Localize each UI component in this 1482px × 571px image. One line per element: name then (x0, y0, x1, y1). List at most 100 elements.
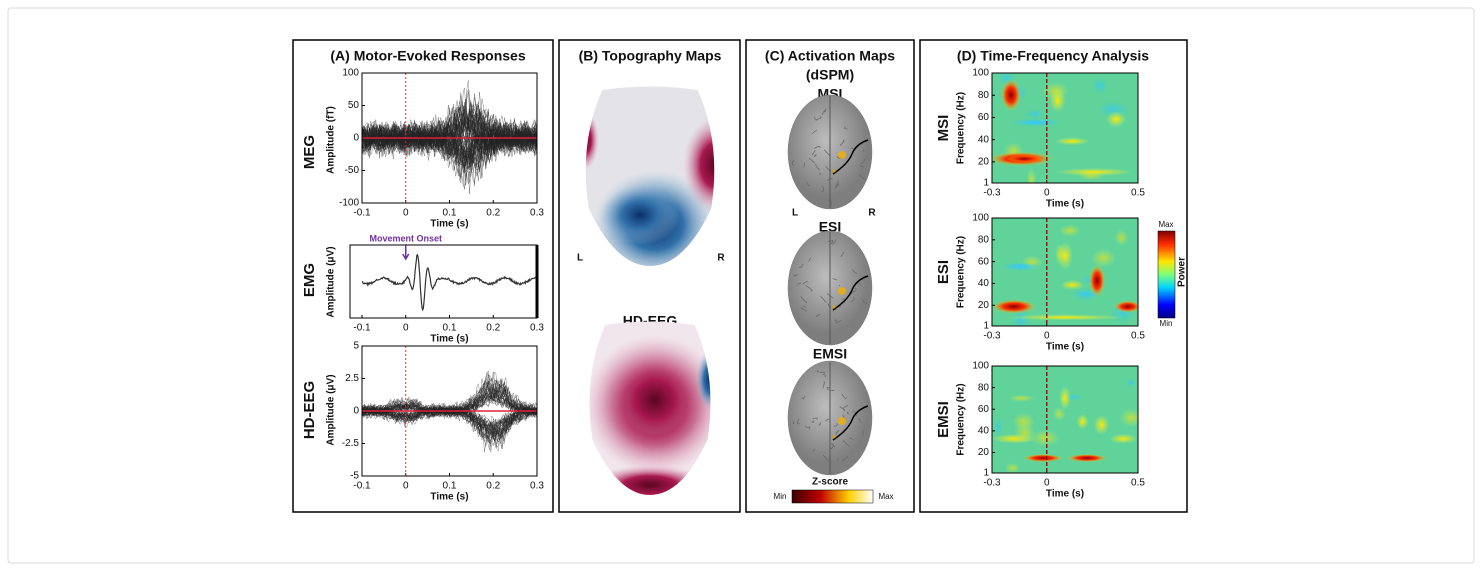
panel-title: (B) Topography Maps (579, 48, 722, 64)
activation (833, 306, 836, 309)
y-tick-label: 20 (978, 300, 990, 311)
tf-blob (1109, 434, 1137, 444)
tf-texture (1008, 395, 1036, 403)
tf-blob (1001, 79, 1021, 111)
x-tick-label: -0.1 (353, 323, 371, 334)
x-tick-label: 0.2 (486, 208, 500, 219)
side-label: L (792, 208, 798, 219)
x-tick-label: 0.5 (1131, 188, 1145, 199)
row-label: MEG (301, 135, 318, 169)
y-tick-label: 40 (978, 278, 990, 289)
activation (833, 436, 836, 439)
y-tick-label: 40 (978, 134, 990, 145)
tf-texture (994, 417, 1002, 436)
colorbar-min: Min (774, 492, 787, 501)
x-tick-label: 0 (1044, 331, 1050, 342)
y-axis-label: Frequency (Hz) (956, 383, 967, 455)
y-tick-label: 60 (978, 404, 990, 415)
x-tick-label: 0.1 (443, 208, 457, 219)
activation (838, 151, 846, 159)
tf-blob (1057, 242, 1073, 270)
y-tick-label: 1 (983, 178, 989, 189)
y-axis-label: Amplitude (μV) (326, 374, 337, 445)
tf-blob (992, 434, 1036, 444)
tf-blob (1059, 386, 1071, 410)
x-tick-label: -0.1 (353, 208, 371, 219)
y-axis-label: Frequency (Hz) (956, 92, 967, 164)
tf-blob (992, 300, 1036, 314)
x-tick-label: 0.3 (530, 208, 544, 219)
activation (833, 170, 836, 173)
tf-blob (1054, 168, 1134, 176)
page-frame (8, 8, 1474, 563)
topo-blob (600, 185, 680, 245)
tf-blob (1106, 111, 1126, 127)
y-axis-label: Frequency (Hz) (956, 236, 967, 308)
y-tick-label: 60 (978, 112, 990, 123)
panel-title: (D) Time-Frequency Analysis (957, 48, 1149, 64)
colorbar (1158, 231, 1175, 318)
tf-texture (1005, 463, 1020, 474)
y-tick-label: -100 (339, 198, 359, 209)
x-axis-label: Time (s) (430, 492, 468, 503)
y-tick-label: 1 (983, 321, 989, 332)
colorbar-max: Max (1158, 220, 1173, 229)
x-tick-label: 0.5 (1131, 331, 1145, 342)
x-tick-label: 0.3 (530, 481, 544, 492)
tf-map (989, 70, 1138, 190)
y-tick-label: 2.5 (345, 373, 359, 384)
x-tick-label: 0.2 (486, 481, 500, 492)
y-tick-label: 100 (972, 68, 989, 79)
tf-blob (1094, 415, 1110, 435)
x-tick-label: 0.1 (443, 323, 457, 334)
tf-blob (1023, 454, 1063, 462)
y-tick-label: 100 (972, 361, 989, 372)
y-tick-label: 0 (353, 133, 359, 144)
tf-blob (1054, 137, 1090, 145)
y-tick-label: 1 (983, 468, 989, 479)
x-tick-label: 0.2 (486, 323, 500, 334)
tf-blob (1006, 155, 1042, 163)
y-tick-label: -5 (350, 471, 359, 482)
panel-title: (dSPM) (806, 67, 854, 83)
tf-blob (1089, 265, 1105, 297)
row-label: EMSI (935, 401, 952, 438)
tf-blob (1067, 454, 1107, 462)
activation (838, 417, 846, 425)
side-label: L (577, 253, 583, 264)
y-tick-label: 80 (978, 234, 990, 245)
y-tick-label: 50 (348, 100, 360, 111)
tf-texture (1114, 229, 1128, 246)
tf-texture (1125, 379, 1135, 388)
colorbar-min: Min (1160, 319, 1173, 328)
tf-blob (1077, 414, 1089, 430)
x-tick-label: 0 (403, 208, 409, 219)
tf-texture (1092, 78, 1108, 94)
tf-blob (1060, 280, 1084, 290)
x-axis-label: Time (s) (430, 334, 468, 345)
x-tick-label: -0.3 (983, 478, 1001, 489)
y-tick-label: 100 (342, 68, 359, 79)
panel-title: (C) Activation Maps (765, 48, 895, 64)
x-tick-label: -0.1 (353, 481, 371, 492)
row-label: EMG (301, 263, 318, 297)
y-tick-label: 5 (353, 341, 359, 352)
y-tick-label: 80 (978, 90, 990, 101)
x-tick-label: -0.3 (983, 188, 1001, 199)
x-axis-label: Time (s) (1046, 199, 1084, 210)
x-axis-label: Time (s) (430, 219, 468, 230)
tf-blob (1050, 89, 1066, 113)
x-tick-label: 0 (1044, 478, 1050, 489)
x-tick-label: 0 (403, 323, 409, 334)
topo-blob (610, 355, 700, 445)
row-label: HD-EEG (301, 381, 318, 439)
panel-title: (A) Motor-Evoked Responses (330, 48, 525, 64)
tf-texture (1059, 224, 1081, 237)
y-tick-label: 20 (978, 157, 990, 168)
x-tick-label: 0 (1044, 188, 1050, 199)
tf-texture (1091, 248, 1116, 267)
x-tick-label: 0.3 (530, 323, 544, 334)
tf-texture (1025, 109, 1044, 119)
side-label: R (868, 208, 876, 219)
row-label: MSI (935, 115, 952, 142)
